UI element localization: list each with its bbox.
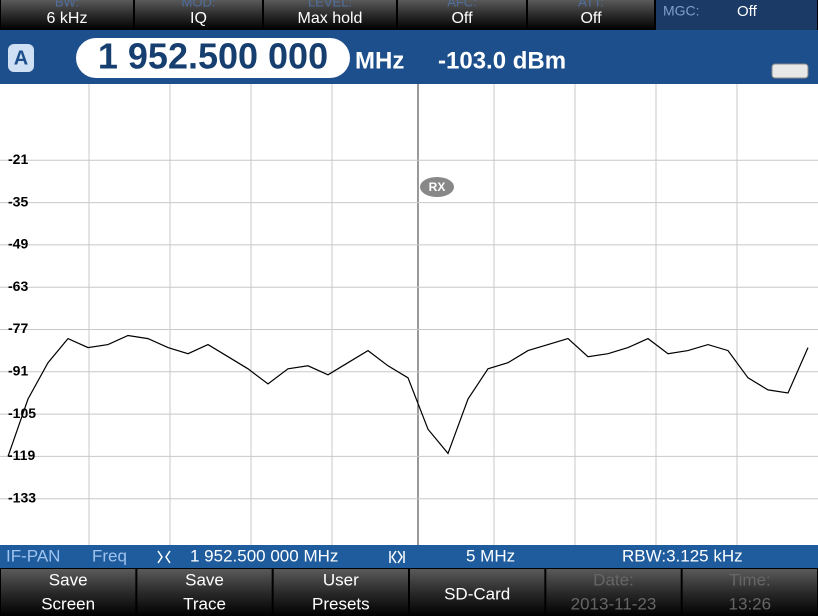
softkey-label: MGC: — [663, 3, 700, 19]
softkey-text: Trace — [183, 594, 226, 613]
trace — [7, 334, 809, 457]
bottom-softkey — [1, 569, 136, 616]
softkey-value: IQ — [190, 10, 207, 27]
softkey-value: Off — [737, 3, 758, 20]
frequency-pill — [76, 38, 350, 78]
top-softkey — [1, 0, 133, 30]
softkey-text: 13:26 — [729, 594, 772, 613]
softkey-value: 6 kHz — [47, 10, 88, 27]
rbw: RBW:3.125 kHz — [622, 546, 743, 565]
y-tick-label: -77 — [8, 320, 28, 336]
channel: A — [14, 47, 28, 69]
softkey-text: User — [323, 570, 359, 589]
bottom-softkey — [273, 569, 408, 616]
softkey-label: BW: — [55, 0, 79, 9]
center-frequency: 1 952.500 000 MHz — [190, 546, 338, 565]
top-softkey — [398, 0, 526, 30]
y-tick-label: -21 — [8, 151, 28, 167]
softkey-value: Off — [451, 10, 473, 27]
y-tick-label: -119 — [8, 447, 35, 463]
frequency-unit: MHz — [355, 47, 404, 74]
status-bar — [0, 545, 818, 568]
channel-box — [8, 44, 34, 72]
softkey-text: Screen — [41, 594, 95, 613]
top-softkey — [656, 0, 817, 30]
battery-icon — [771, 63, 809, 79]
softkey-label: AFC: — [447, 0, 477, 9]
center-icon — [157, 550, 171, 564]
y-tick-label: -91 — [8, 363, 28, 379]
bottom-softkey — [682, 569, 817, 616]
softkey-label: LEVEL: — [308, 0, 352, 9]
level: -103.0 dBm — [438, 47, 566, 74]
softkey-text: Presets — [312, 594, 370, 613]
softkey-label: MOD: — [182, 0, 216, 9]
softkey-value: Off — [580, 10, 602, 27]
softkey-text: Save — [185, 570, 224, 589]
softkey-text: 2013-11-23 — [571, 594, 657, 613]
y-tick-label: -49 — [8, 236, 28, 252]
softkey-text: Time: — [729, 570, 771, 589]
top-softkey — [528, 0, 654, 30]
softkey-text: Date: — [593, 570, 634, 589]
softkey-text: Save — [49, 570, 88, 589]
y-tick-label: -105 — [8, 405, 36, 421]
plot-area — [0, 84, 818, 545]
bottom-softkey — [410, 569, 545, 616]
span: 5 MHz — [466, 546, 515, 565]
rx-marker — [420, 177, 454, 197]
softkey-label: ATT: — [578, 0, 604, 9]
bottom-softkey — [546, 569, 681, 616]
y-tick-label: -133 — [8, 489, 36, 505]
softkey-text: SD-Card — [444, 584, 510, 603]
y-tick-label: -63 — [8, 278, 28, 294]
span-icon — [389, 550, 405, 564]
mode: IF-PAN — [6, 546, 60, 565]
top-softkey — [135, 0, 262, 30]
bottom-softkey — [137, 569, 272, 616]
softkey-value: Max hold — [298, 10, 363, 27]
top-softkey — [264, 0, 396, 30]
parameter: Freq — [92, 546, 127, 565]
y-tick-label: -35 — [8, 193, 28, 209]
frequency: 1 952.500 000 — [98, 36, 328, 77]
rx-label: RX — [429, 180, 446, 194]
